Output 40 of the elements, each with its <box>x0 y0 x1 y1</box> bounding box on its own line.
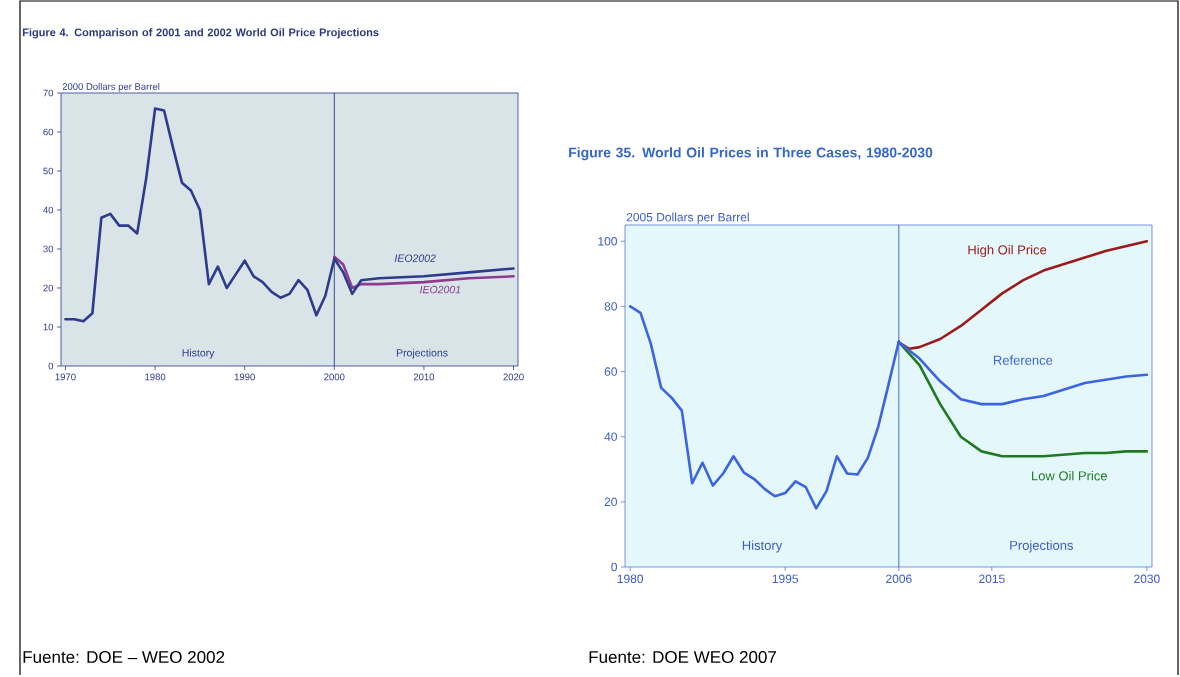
series-label: Low Oil Price <box>1032 470 1107 481</box>
y-tick-label: 60 <box>43 128 54 136</box>
y-tick-label: 80 <box>604 302 618 311</box>
x-tick-label: 2020 <box>503 373 524 381</box>
y-tick-label: 0 <box>611 562 618 572</box>
x-tick-label: 1980 <box>145 373 166 381</box>
y-tick-label: 10 <box>43 323 54 331</box>
x-tick-label: 2010 <box>413 373 435 381</box>
x-tick-label: 1970 <box>55 373 76 381</box>
y-tick-label: 50 <box>43 167 54 175</box>
y-tick-label: 100 <box>598 237 618 246</box>
x-tick-label: 2030 <box>1134 574 1160 584</box>
x-tick-label: 2006 <box>886 574 912 584</box>
annotation: Projections <box>396 348 448 359</box>
source-note: Fuente: DOE – WEO 2002 <box>23 650 225 664</box>
y-tick-label: 40 <box>604 432 618 441</box>
x-tick-label: 2015 <box>979 574 1005 584</box>
x-tick-label: 2000 <box>324 373 345 381</box>
y-axis-title: 2000 Dollars per Barrel <box>62 82 160 92</box>
y-tick-label: 40 <box>43 206 54 214</box>
x-tick-label: 1980 <box>617 574 644 584</box>
y-tick-label: 30 <box>43 245 54 253</box>
series-label: IEO2001 <box>420 285 461 294</box>
chart-title: Figure 4. Comparison of 2001 and 2002 World Oil Price Projections <box>22 28 379 39</box>
y-tick-label: 20 <box>604 497 618 507</box>
text: Reference <box>993 355 1053 365</box>
annotation: History <box>182 348 215 359</box>
y-tick-label: 60 <box>604 367 618 376</box>
x-tick-label: 1995 <box>772 574 799 584</box>
series-label: High Oil Price <box>968 244 1047 258</box>
annotation: History <box>742 540 783 553</box>
y-tick-label: 70 <box>43 89 54 97</box>
source-note: Fuente: DOE WEO 2007 <box>589 650 776 664</box>
chart-title: Figure 35. World Oil Prices in Three Cases, 1980-2030 <box>569 147 933 161</box>
y-axis-title: 2005 Dollars per Barrel <box>626 212 749 224</box>
annotation: Projections <box>1010 540 1074 553</box>
x-tick-label: 1990 <box>234 373 255 381</box>
series-label: IEO2002 <box>394 254 436 262</box>
y-tick-label: 0 <box>48 362 54 370</box>
y-tick-label: 20 <box>43 284 54 292</box>
